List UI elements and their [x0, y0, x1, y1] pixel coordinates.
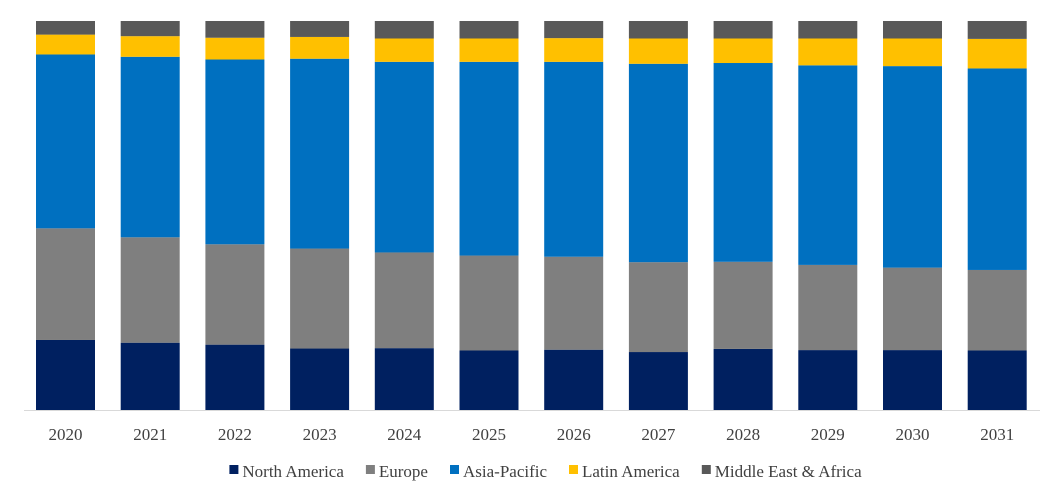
bar-segment-2025-europe: [459, 255, 519, 351]
bar-segment-2029-latin-america: [798, 38, 858, 66]
legend-label: Europe: [379, 462, 428, 481]
bar-segment-2027-north-america: [628, 352, 688, 410]
bar-segment-2029-europe: [798, 264, 858, 351]
bar-segment-2027-europe: [628, 262, 688, 353]
bar-segment-2030-middle-east-africa: [883, 21, 942, 39]
bar-segment-2031-asia-pacific: [967, 68, 1027, 270]
bar-segment-2028-middle-east-africa: [713, 21, 773, 39]
bar-segment-2027-middle-east-africa: [628, 21, 688, 39]
legend-item-europe: Europe: [365, 462, 428, 481]
bar-segment-2030-latin-america: [883, 38, 942, 67]
bar-segment-2022-europe: [205, 244, 265, 345]
bar-segment-2023-middle-east-africa: [290, 21, 350, 37]
bar-segment-2024-north-america: [374, 348, 434, 410]
legend-swatch: [229, 465, 239, 474]
bar-segment-2030-asia-pacific: [883, 66, 942, 268]
legend-label: North America: [242, 462, 344, 481]
x-tick-label: 2026: [557, 425, 591, 444]
bar-segment-2025-asia-pacific: [459, 61, 519, 256]
bar-segment-2025-middle-east-africa: [459, 21, 519, 39]
x-tick-label: 2029: [811, 425, 845, 444]
bar-segment-2022-middle-east-africa: [205, 21, 265, 38]
bar-segment-2021-europe: [120, 237, 180, 343]
x-tick-label: 2027: [641, 425, 676, 444]
x-tick-label: 2020: [49, 425, 83, 444]
bar-segment-2026-latin-america: [544, 38, 604, 62]
bar-segment-2031-europe: [967, 269, 1027, 351]
x-tick-label: 2023: [303, 425, 337, 444]
x-tick-label: 2025: [472, 425, 506, 444]
bar-segment-2030-north-america: [883, 350, 942, 410]
x-tick-labels: 2020 2021 2022 2023 2024 2025 2026 2027 2028 2029…: [49, 425, 1015, 444]
bar-segment-2023-asia-pacific: [290, 58, 350, 249]
legend-swatch: [701, 465, 711, 474]
legend-swatch: [450, 465, 459, 474]
bars-layer: [36, 21, 1027, 410]
legend-swatch: [365, 465, 375, 474]
bar-segment-2026-europe: [544, 256, 604, 350]
bar-segment-2020-europe: [36, 228, 95, 340]
bar-segment-2026-north-america: [544, 349, 604, 410]
x-tick-label: 2022: [218, 425, 252, 444]
legend-item-asia-pacific: Asia-Pacific: [450, 462, 547, 481]
bar-segment-2024-middle-east-africa: [374, 21, 434, 39]
bar-segment-2020-middle-east-africa: [36, 21, 95, 35]
bar-segment-2029-north-america: [798, 350, 858, 410]
bar-segment-2028-north-america: [713, 348, 773, 410]
bar-segment-2022-latin-america: [205, 37, 265, 60]
legend-label: Latin America: [582, 462, 680, 481]
x-tick-label: 2021: [133, 425, 167, 444]
bar-segment-2024-latin-america: [374, 38, 434, 62]
bar-segment-2028-europe: [713, 261, 773, 349]
legend-label: Middle East & Africa: [715, 462, 862, 481]
bar-segment-2027-asia-pacific: [628, 63, 688, 263]
bar-segment-2029-middle-east-africa: [798, 21, 858, 39]
bar-segment-2021-asia-pacific: [120, 56, 180, 238]
bar-segment-2023-north-america: [290, 348, 350, 410]
x-tick-label: 2031: [980, 425, 1014, 444]
legend-item-middle-east-africa: Middle East & Africa: [701, 462, 862, 481]
legend: North America Europe Asia-Pacific Latin Ame…: [229, 462, 862, 481]
bar-segment-2026-middle-east-africa: [544, 21, 604, 39]
bar-segment-2023-europe: [290, 248, 350, 349]
bar-segment-2021-north-america: [120, 342, 180, 410]
legend-item-north-america: North America: [229, 462, 344, 481]
legend-item-latin-america: Latin America: [569, 462, 680, 481]
bar-segment-2024-europe: [374, 252, 434, 349]
bar-segment-2028-latin-america: [713, 38, 773, 64]
bar-segment-2029-asia-pacific: [798, 65, 858, 265]
bar-segment-2021-middle-east-africa: [120, 21, 180, 37]
legend-swatch: [569, 465, 578, 474]
bar-segment-2025-latin-america: [459, 38, 519, 62]
bar-segment-2022-asia-pacific: [205, 59, 265, 245]
bar-segment-2020-north-america: [36, 339, 95, 410]
bar-segment-2030-europe: [883, 267, 942, 351]
bar-segment-2031-middle-east-africa: [967, 21, 1027, 39]
bar-segment-2025-north-america: [459, 350, 519, 410]
x-tick-label: 2024: [387, 425, 422, 444]
bar-segment-2021-latin-america: [120, 36, 180, 57]
bar-segment-2024-asia-pacific: [374, 61, 434, 253]
bar-segment-2031-north-america: [967, 350, 1027, 410]
x-tick-label: 2030: [896, 425, 930, 444]
bar-segment-2022-north-america: [205, 344, 265, 410]
bar-segment-2020-asia-pacific: [36, 54, 95, 229]
bar-segment-2028-asia-pacific: [713, 63, 773, 262]
bar-segment-2026-asia-pacific: [544, 61, 604, 257]
bar-segment-2023-latin-america: [290, 36, 350, 59]
bar-segment-2031-latin-america: [967, 38, 1027, 69]
x-tick-label: 2028: [726, 425, 760, 444]
bar-segment-2020-latin-america: [36, 34, 95, 55]
bar-segment-2027-latin-america: [628, 38, 688, 64]
legend-label: Asia-Pacific: [463, 462, 547, 481]
